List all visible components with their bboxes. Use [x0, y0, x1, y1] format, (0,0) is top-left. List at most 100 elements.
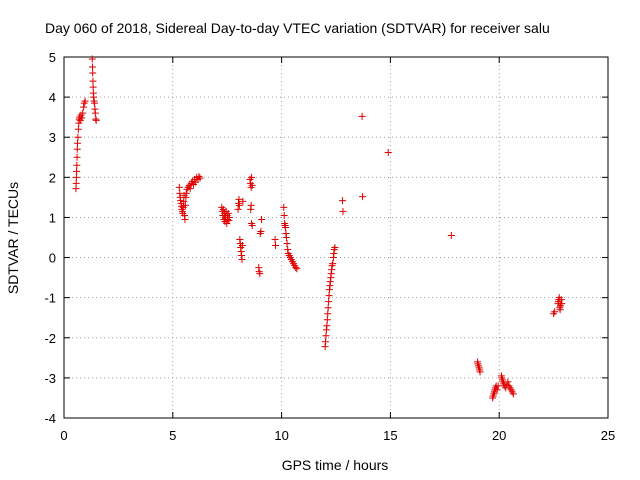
data-point	[78, 114, 86, 122]
data-point	[89, 83, 97, 91]
data-point	[339, 197, 347, 205]
y-tick-label: 4	[49, 90, 56, 105]
data-point	[225, 213, 233, 221]
x-tick-labels: 0 5 10 15 20 25	[60, 428, 615, 443]
data-point	[89, 63, 97, 71]
data-point	[476, 368, 484, 376]
data-point	[324, 310, 332, 318]
data-point	[323, 316, 331, 324]
y-tick-label: -4	[44, 411, 56, 426]
data-point	[272, 242, 280, 250]
data-point	[234, 205, 242, 213]
data-point	[271, 236, 279, 244]
x-axis-label: GPS time / hours	[282, 457, 389, 473]
x-tick-label: 10	[274, 428, 288, 443]
data-point	[325, 292, 333, 300]
data-point	[74, 133, 82, 141]
plot-frame	[63, 56, 609, 419]
data-point	[256, 270, 264, 278]
data-point	[235, 195, 243, 203]
data-point	[92, 116, 100, 124]
x-tick-label: 15	[383, 428, 397, 443]
y-tick-label: -2	[44, 331, 56, 346]
data-point	[282, 223, 290, 231]
data-point	[247, 205, 255, 213]
data-point	[74, 125, 82, 133]
data-point	[280, 211, 288, 219]
data-point	[181, 215, 189, 223]
y-tick-label: 3	[49, 130, 56, 145]
data-point	[292, 264, 300, 272]
data-point	[73, 139, 81, 147]
data-point	[73, 145, 81, 153]
data-point	[238, 256, 246, 264]
y-tick-label: 2	[49, 170, 56, 185]
data-point	[248, 181, 256, 189]
x-tick-label: 25	[601, 428, 615, 443]
data-point	[280, 203, 288, 211]
data-point	[90, 99, 98, 107]
x-tick-label: 0	[60, 428, 67, 443]
data-point	[73, 161, 81, 169]
data-point	[80, 103, 88, 111]
y-tick-label: -1	[44, 291, 56, 306]
y-axis-label: SDTVAR / TECUs	[5, 182, 21, 294]
axis-ticks	[63, 56, 609, 419]
y-tick-label: -3	[44, 371, 56, 386]
data-point	[248, 221, 256, 229]
data-point	[323, 322, 331, 330]
data-point	[324, 304, 332, 312]
data-point	[257, 227, 265, 235]
data-point	[175, 183, 183, 191]
data-point	[504, 378, 512, 386]
data-point	[186, 185, 194, 193]
y-tick-labels: -4 -3 -2 -1 0 1 2 3 4 5	[44, 50, 56, 426]
data-point	[339, 207, 347, 215]
data-point	[224, 209, 232, 217]
data-point	[282, 234, 290, 241]
data-point	[557, 296, 565, 304]
data-point	[509, 390, 517, 398]
data-point	[182, 189, 190, 197]
data-point	[73, 167, 81, 175]
data-point	[258, 215, 266, 223]
x-tick-label: 20	[492, 428, 506, 443]
data-point	[181, 201, 189, 209]
data-point	[235, 201, 243, 209]
data-point	[322, 338, 330, 346]
data-point	[447, 231, 455, 239]
data-point	[558, 300, 566, 308]
y-tick-label: 1	[49, 210, 56, 225]
data-point	[88, 55, 96, 63]
data-point	[89, 69, 97, 77]
data-point	[73, 153, 81, 161]
data-point	[91, 109, 99, 117]
data-point	[359, 193, 367, 201]
data-point	[384, 148, 392, 156]
data-point	[283, 240, 291, 248]
y-tick-label: 0	[49, 251, 56, 266]
data-point	[180, 197, 188, 205]
chart-title: Day 060 of 2018, Sidereal Day-to-day VTE…	[45, 20, 550, 36]
data-point	[72, 179, 80, 187]
data-point	[325, 298, 333, 306]
data-point	[195, 173, 203, 181]
data-point	[551, 308, 559, 316]
data-point	[239, 197, 247, 205]
data-point	[89, 77, 97, 85]
grid	[64, 57, 608, 418]
data-point	[293, 265, 301, 273]
data-point	[196, 174, 204, 182]
data-point	[81, 97, 89, 105]
data-point	[358, 112, 366, 120]
data-point	[79, 109, 87, 117]
y-tick-label: 5	[49, 50, 56, 65]
x-tick-label: 5	[169, 428, 176, 443]
data-point	[322, 332, 330, 340]
data-point	[238, 242, 246, 250]
data-point	[329, 260, 337, 268]
data-point	[72, 173, 80, 181]
data-point	[248, 173, 256, 181]
data-points	[72, 55, 566, 402]
